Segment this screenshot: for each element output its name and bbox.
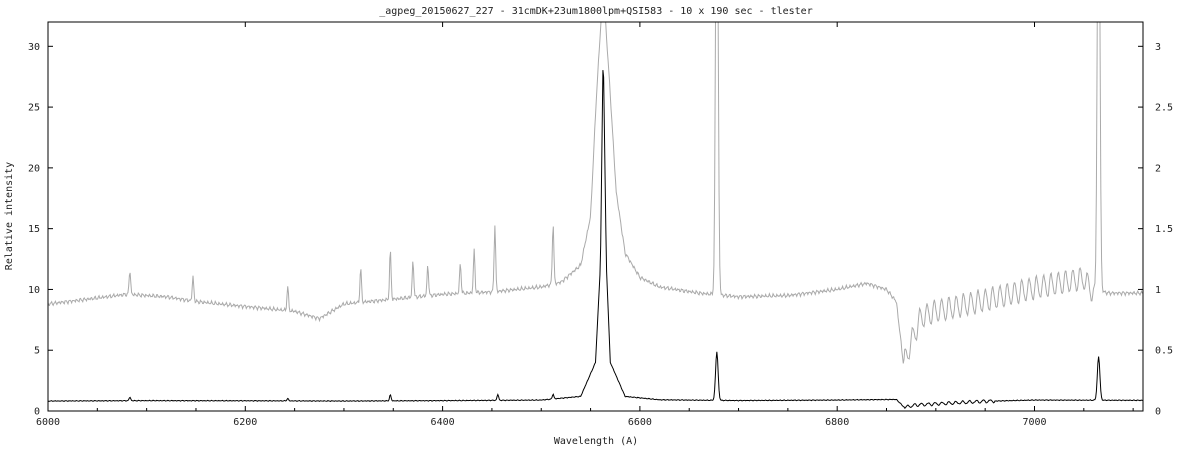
x-tick-label: 7000 [1022, 417, 1046, 428]
series-line-left-axis [48, 70, 1143, 409]
x-axis-label: Wavelength (A) [554, 436, 638, 447]
y-tick-label: 10 [28, 285, 40, 296]
y-tick-label: 25 [28, 103, 40, 114]
y2-tick-label: 1 [1155, 285, 1161, 296]
chart-title: _agpeg_20150627_227 - 31cmDK+23um1800lpm… [379, 6, 812, 17]
y-tick-label: 15 [28, 224, 40, 235]
y-axis-label: Relative intensity [4, 162, 15, 270]
y2-tick-label: 0 [1155, 407, 1161, 418]
y2-tick-label: 2.5 [1155, 103, 1173, 114]
y-tick-label: 30 [28, 42, 40, 53]
x-tick-label: 6000 [36, 417, 60, 428]
y-tick-label: 20 [28, 163, 40, 174]
plot-frame [47, 21, 1144, 412]
y-tick-label: 5 [34, 346, 40, 357]
x-tick-label: 6400 [431, 417, 455, 428]
y2-tick-label: 2 [1155, 163, 1161, 174]
x-tick-label: 6800 [825, 417, 849, 428]
y2-tick-label: 3 [1155, 42, 1161, 53]
x-tick-label: 6200 [233, 417, 257, 428]
y2-tick-label: 0.5 [1155, 346, 1173, 357]
y2-tick-label: 1.5 [1155, 224, 1173, 235]
y-tick-label: 0 [34, 407, 40, 418]
series-line-right-axis [48, 22, 1143, 364]
x-tick-label: 6600 [628, 417, 652, 428]
